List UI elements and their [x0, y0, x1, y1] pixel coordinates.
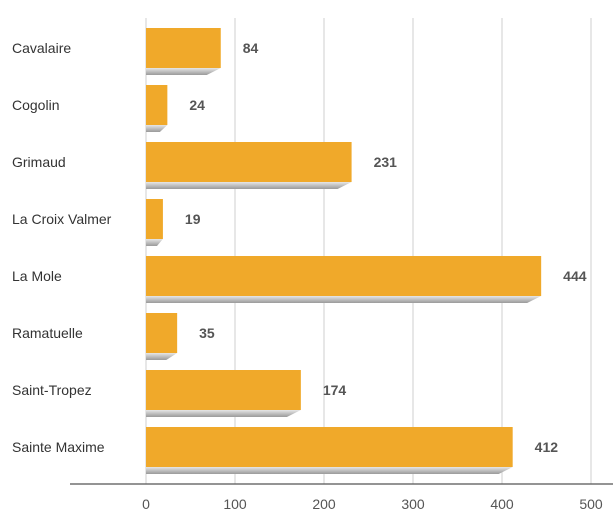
value-label: 231: [374, 154, 398, 170]
bar-cogolin: [146, 85, 168, 125]
category-label: Cogolin: [12, 97, 59, 113]
bar-shadow: [146, 68, 221, 75]
bar-shadow: [146, 467, 513, 474]
category-label: Saint-Tropez: [12, 382, 92, 398]
bar-shadow: [146, 410, 301, 417]
category-label: Ramatuelle: [12, 325, 83, 341]
value-label: 84: [243, 40, 259, 56]
value-label: 174: [323, 382, 347, 398]
value-label: 24: [189, 97, 205, 113]
bar-shadow: [146, 353, 178, 360]
category-label: Sainte Maxime: [12, 439, 105, 455]
x-tick-label: 200: [312, 496, 336, 512]
category-label: Cavalaire: [12, 40, 71, 56]
labels: Cavalaire 84 Cogolin 24 Grimaud 231 La Croix V…: [12, 40, 587, 455]
bar-shadow: [146, 182, 352, 189]
category-label: Grimaud: [12, 154, 66, 170]
bar-shadow: [146, 296, 542, 303]
bar-cavalaire: [146, 28, 221, 68]
bar-la-mole: [146, 256, 542, 296]
x-tick-label: 300: [401, 496, 425, 512]
x-tick-label: 0: [142, 496, 150, 512]
category-label: La Mole: [12, 268, 62, 284]
bar-ramatuelle: [146, 313, 178, 353]
bar-sainte-maxime: [146, 427, 513, 467]
bars: [146, 28, 542, 474]
category-label: La Croix Valmer: [12, 211, 112, 227]
x-axis: 0 100 200 300 400 500: [70, 483, 613, 512]
value-label: 412: [535, 439, 559, 455]
bar-shadow: [146, 125, 168, 132]
bar-shadow: [146, 239, 163, 246]
x-tick-label: 400: [490, 496, 514, 512]
x-tick-label: 500: [579, 496, 603, 512]
value-label: 444: [563, 268, 587, 284]
value-label: 19: [185, 211, 201, 227]
bar-la-croix-valmer: [146, 199, 163, 239]
x-tick-label: 100: [223, 496, 247, 512]
value-label: 35: [199, 325, 215, 341]
bar-grimaud: [146, 142, 352, 182]
bar-saint-tropez: [146, 370, 301, 410]
